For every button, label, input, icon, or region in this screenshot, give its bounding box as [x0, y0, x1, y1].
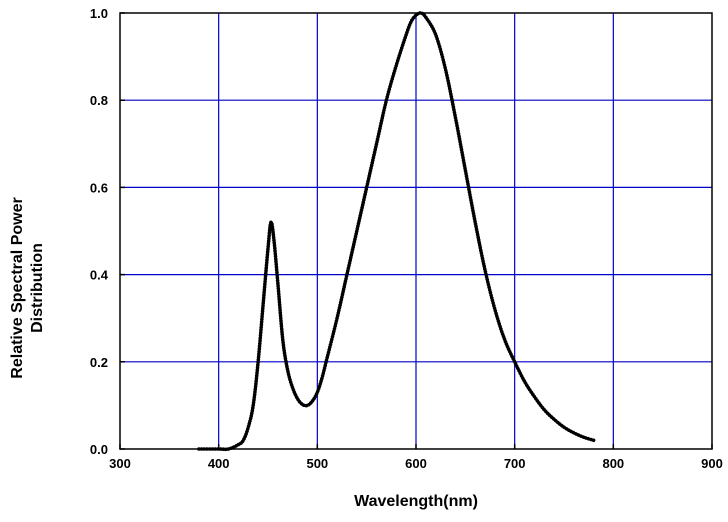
y-tick-label-4: 0.8: [90, 93, 108, 108]
y-tick-label-3: 0.6: [90, 180, 108, 195]
x-tick-label-800: 800: [602, 456, 624, 471]
y-tick-label-1: 0.2: [90, 355, 108, 370]
y-axis-title-line-2: Distribution: [29, 243, 46, 333]
y-tick-label-0: 0.0: [90, 442, 108, 457]
grid-lines: [120, 13, 712, 449]
x-tick-label-900: 900: [701, 456, 723, 471]
y-axis-title: Relative Spectral Power Distribution: [9, 197, 46, 378]
series-line-spd-core: [198, 11, 594, 451]
y-axis-title-line-1: Relative Spectral Power: [9, 197, 26, 378]
y-tick-label-5: 1.0: [90, 6, 108, 21]
x-tick-label-400: 400: [208, 456, 230, 471]
y-tick-label-2: 0.4: [90, 268, 109, 283]
y-axis-ticks: 0.0 0.2 0.4 0.6 0.8 1.0: [90, 6, 125, 457]
x-axis-ticks: 300 400 500 600 700 800 900: [109, 444, 723, 471]
x-tick-label-300: 300: [109, 456, 131, 471]
x-tick-label-700: 700: [504, 456, 526, 471]
x-tick-label-500: 500: [306, 456, 328, 471]
x-axis-title: Wavelength(nm): [354, 493, 478, 510]
series-line-spd: [197, 11, 596, 452]
x-tick-label-600: 600: [405, 456, 427, 471]
